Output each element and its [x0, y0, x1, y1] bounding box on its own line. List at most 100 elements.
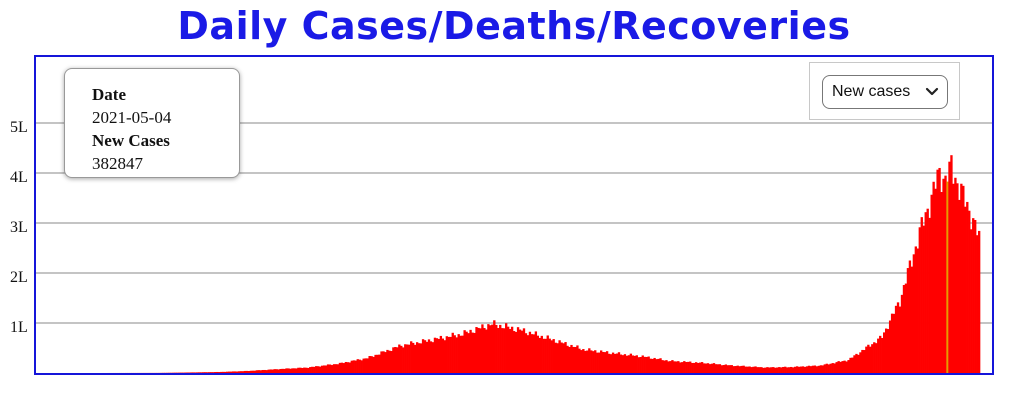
bar[interactable] — [382, 351, 385, 373]
bar[interactable] — [235, 371, 239, 374]
bar[interactable] — [795, 366, 799, 373]
bar[interactable] — [406, 344, 409, 373]
bar[interactable] — [348, 362, 352, 373]
bar[interactable] — [671, 360, 674, 373]
bar[interactable] — [890, 313, 894, 373]
bar[interactable] — [819, 365, 823, 373]
bar[interactable] — [881, 338, 884, 373]
bar[interactable] — [855, 353, 858, 373]
bar[interactable] — [768, 367, 771, 374]
bar[interactable] — [364, 358, 367, 373]
bar[interactable] — [764, 367, 767, 373]
bar[interactable] — [459, 335, 462, 373]
bar[interactable] — [845, 361, 848, 373]
bar[interactable] — [231, 371, 235, 373]
bar[interactable] — [637, 357, 640, 373]
bar[interactable] — [227, 371, 231, 373]
bar[interactable] — [550, 340, 553, 373]
bar[interactable] — [746, 366, 749, 373]
bar[interactable] — [283, 368, 286, 373]
bar[interactable] — [817, 365, 821, 373]
bar[interactable] — [524, 333, 528, 373]
bar[interactable] — [956, 183, 959, 373]
bar[interactable] — [186, 372, 189, 373]
bar[interactable] — [695, 362, 698, 373]
bar[interactable] — [736, 365, 739, 373]
bar[interactable] — [360, 360, 363, 373]
bar[interactable] — [742, 365, 745, 373]
bar[interactable] — [693, 362, 696, 373]
bar[interactable] — [655, 359, 658, 373]
bar[interactable] — [253, 370, 257, 373]
bar[interactable] — [754, 366, 757, 373]
bar[interactable] — [263, 369, 266, 373]
bar[interactable] — [588, 348, 591, 373]
bar[interactable] — [255, 370, 258, 373]
bar[interactable] — [898, 306, 902, 373]
bar[interactable] — [696, 362, 700, 373]
bar[interactable] — [491, 324, 494, 373]
bar[interactable] — [934, 188, 937, 373]
bar[interactable] — [358, 359, 361, 373]
bar[interactable] — [594, 350, 597, 373]
bar[interactable] — [865, 346, 868, 373]
bar[interactable] — [968, 210, 971, 373]
bar[interactable] — [423, 340, 427, 373]
bar[interactable] — [350, 360, 353, 373]
bar[interactable] — [435, 338, 439, 373]
bar[interactable] — [277, 369, 280, 373]
bar[interactable] — [378, 354, 381, 373]
bar[interactable] — [196, 372, 199, 373]
bar[interactable] — [807, 365, 811, 373]
bar[interactable] — [683, 361, 686, 373]
bar[interactable] — [861, 349, 864, 373]
bar-series[interactable] — [101, 155, 981, 374]
bar[interactable] — [615, 353, 619, 373]
bar[interactable] — [748, 366, 751, 373]
bar[interactable] — [974, 219, 977, 373]
bar[interactable] — [825, 363, 828, 373]
bar[interactable] — [625, 355, 629, 373]
bar[interactable] — [285, 368, 288, 373]
bar[interactable] — [324, 365, 328, 373]
bar[interactable] — [194, 372, 197, 373]
bar[interactable] — [218, 372, 221, 373]
bar[interactable] — [412, 342, 415, 373]
bar[interactable] — [877, 338, 880, 373]
bar[interactable] — [835, 362, 838, 373]
bar[interactable] — [793, 366, 797, 373]
bar[interactable] — [332, 364, 336, 373]
bar[interactable] — [322, 365, 326, 373]
bar[interactable] — [572, 346, 575, 373]
bar[interactable] — [439, 335, 443, 373]
bar[interactable] — [315, 366, 318, 373]
bar[interactable] — [514, 331, 518, 373]
bar[interactable] — [698, 362, 702, 373]
bar[interactable] — [534, 331, 538, 373]
bar[interactable] — [916, 248, 919, 373]
bar[interactable] — [702, 363, 706, 373]
bar[interactable] — [546, 335, 549, 373]
bar[interactable] — [790, 366, 793, 373]
bar[interactable] — [778, 367, 781, 373]
bar[interactable] — [726, 365, 729, 373]
bar[interactable] — [208, 372, 211, 373]
bar[interactable] — [940, 192, 943, 373]
bar[interactable] — [600, 350, 603, 373]
bar[interactable] — [635, 355, 638, 373]
bar[interactable] — [374, 354, 377, 373]
bar[interactable] — [419, 343, 423, 373]
bar[interactable] — [859, 352, 862, 373]
bar[interactable] — [592, 351, 595, 373]
bar[interactable] — [279, 368, 282, 373]
bar[interactable] — [639, 356, 642, 373]
bar[interactable] — [192, 372, 195, 373]
bar[interactable] — [574, 347, 577, 373]
bar[interactable] — [554, 342, 557, 373]
bar[interactable] — [689, 361, 692, 373]
bar[interactable] — [477, 327, 480, 373]
bar[interactable] — [568, 346, 571, 373]
bar[interactable] — [410, 341, 413, 373]
bar[interactable] — [560, 342, 563, 374]
bar[interactable] — [752, 366, 755, 373]
